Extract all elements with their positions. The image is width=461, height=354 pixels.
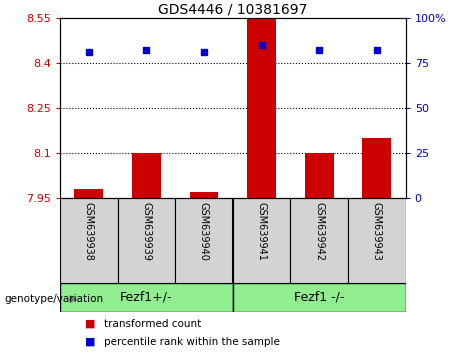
Bar	[290, 198, 348, 283]
Text: GSM639943: GSM639943	[372, 202, 382, 261]
Bar	[305, 153, 334, 198]
Bar	[74, 189, 103, 198]
Bar	[233, 283, 406, 312]
Bar	[132, 153, 161, 198]
Text: Fezf1+/-: Fezf1+/-	[120, 291, 172, 304]
Text: GSM639942: GSM639942	[314, 202, 324, 262]
Bar	[247, 19, 276, 198]
Title: GDS4446 / 10381697: GDS4446 / 10381697	[158, 2, 307, 17]
Text: GSM639939: GSM639939	[142, 202, 151, 261]
Bar	[189, 192, 219, 198]
Bar	[348, 198, 406, 283]
Bar	[362, 138, 391, 198]
Bar	[175, 198, 233, 283]
Text: Fezf1 -/-: Fezf1 -/-	[294, 291, 344, 304]
Text: genotype/variation: genotype/variation	[5, 294, 104, 304]
Text: ■: ■	[85, 319, 96, 329]
Text: GSM639940: GSM639940	[199, 202, 209, 261]
Bar	[118, 198, 175, 283]
Text: transformed count: transformed count	[104, 319, 201, 329]
Text: percentile rank within the sample: percentile rank within the sample	[104, 337, 280, 347]
Bar	[233, 198, 290, 283]
Bar	[60, 283, 233, 312]
Text: GSM639938: GSM639938	[84, 202, 94, 261]
Text: GSM639941: GSM639941	[257, 202, 266, 261]
Bar	[60, 198, 118, 283]
Text: ■: ■	[85, 337, 96, 347]
